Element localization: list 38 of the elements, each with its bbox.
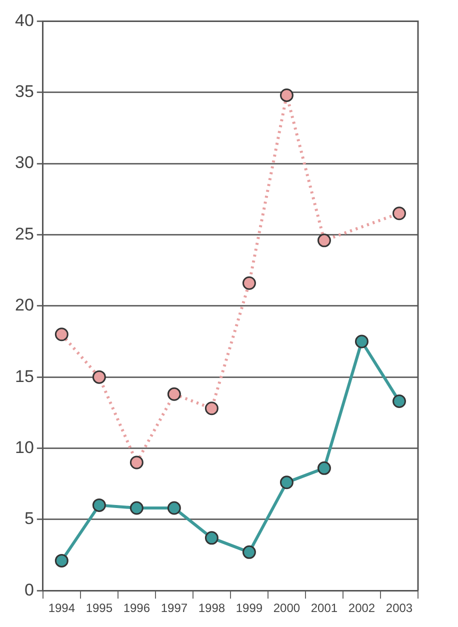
- x-tick-label: 1997: [160, 601, 188, 616]
- y-tick-label: 25: [14, 224, 34, 244]
- point: [280, 88, 294, 102]
- point: [130, 456, 144, 470]
- point: [392, 206, 406, 220]
- y-tick-label: 35: [14, 82, 34, 102]
- point: [54, 328, 68, 342]
- x-tick-label: 1999: [236, 601, 263, 616]
- point: [317, 461, 331, 475]
- point: [354, 334, 368, 348]
- point: [317, 234, 331, 248]
- x-tick-label: 1996: [123, 601, 150, 616]
- point: [242, 545, 256, 559]
- y-tick-label: 20: [14, 296, 34, 315]
- point: [92, 370, 106, 384]
- point: [204, 531, 218, 545]
- point: [167, 501, 181, 515]
- y-tick-label: 10: [14, 438, 34, 457]
- x-tick-label: 2001: [310, 601, 338, 616]
- point: [392, 394, 406, 408]
- x-tick-label: 2003: [386, 601, 413, 616]
- y-tick-label: 40: [14, 10, 34, 30]
- x-tick-label: 1994: [48, 601, 76, 616]
- y-tick-label: 15: [14, 366, 34, 386]
- x-tick-label: 1998: [198, 601, 226, 616]
- y-tick-label: 0: [24, 580, 34, 600]
- point: [204, 402, 218, 416]
- point: [280, 476, 294, 490]
- y-tick-label: 30: [14, 153, 34, 172]
- x-tick-label: 2002: [348, 601, 376, 616]
- point: [130, 501, 144, 515]
- point: [242, 276, 256, 290]
- point: [167, 387, 181, 401]
- x-tick-label: 1995: [86, 601, 113, 616]
- point: [92, 498, 106, 512]
- y-tick-label: 5: [24, 509, 34, 528]
- point: [54, 554, 68, 568]
- x-tick-label: 2000: [273, 601, 300, 616]
